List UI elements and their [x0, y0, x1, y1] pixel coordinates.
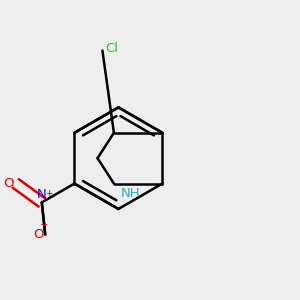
Text: N: N	[37, 188, 47, 201]
Text: Cl: Cl	[106, 42, 119, 56]
Text: O: O	[33, 228, 44, 241]
Text: +: +	[45, 189, 53, 198]
Text: −: −	[40, 220, 48, 230]
Text: O: O	[4, 177, 14, 190]
Text: NH: NH	[121, 187, 141, 200]
